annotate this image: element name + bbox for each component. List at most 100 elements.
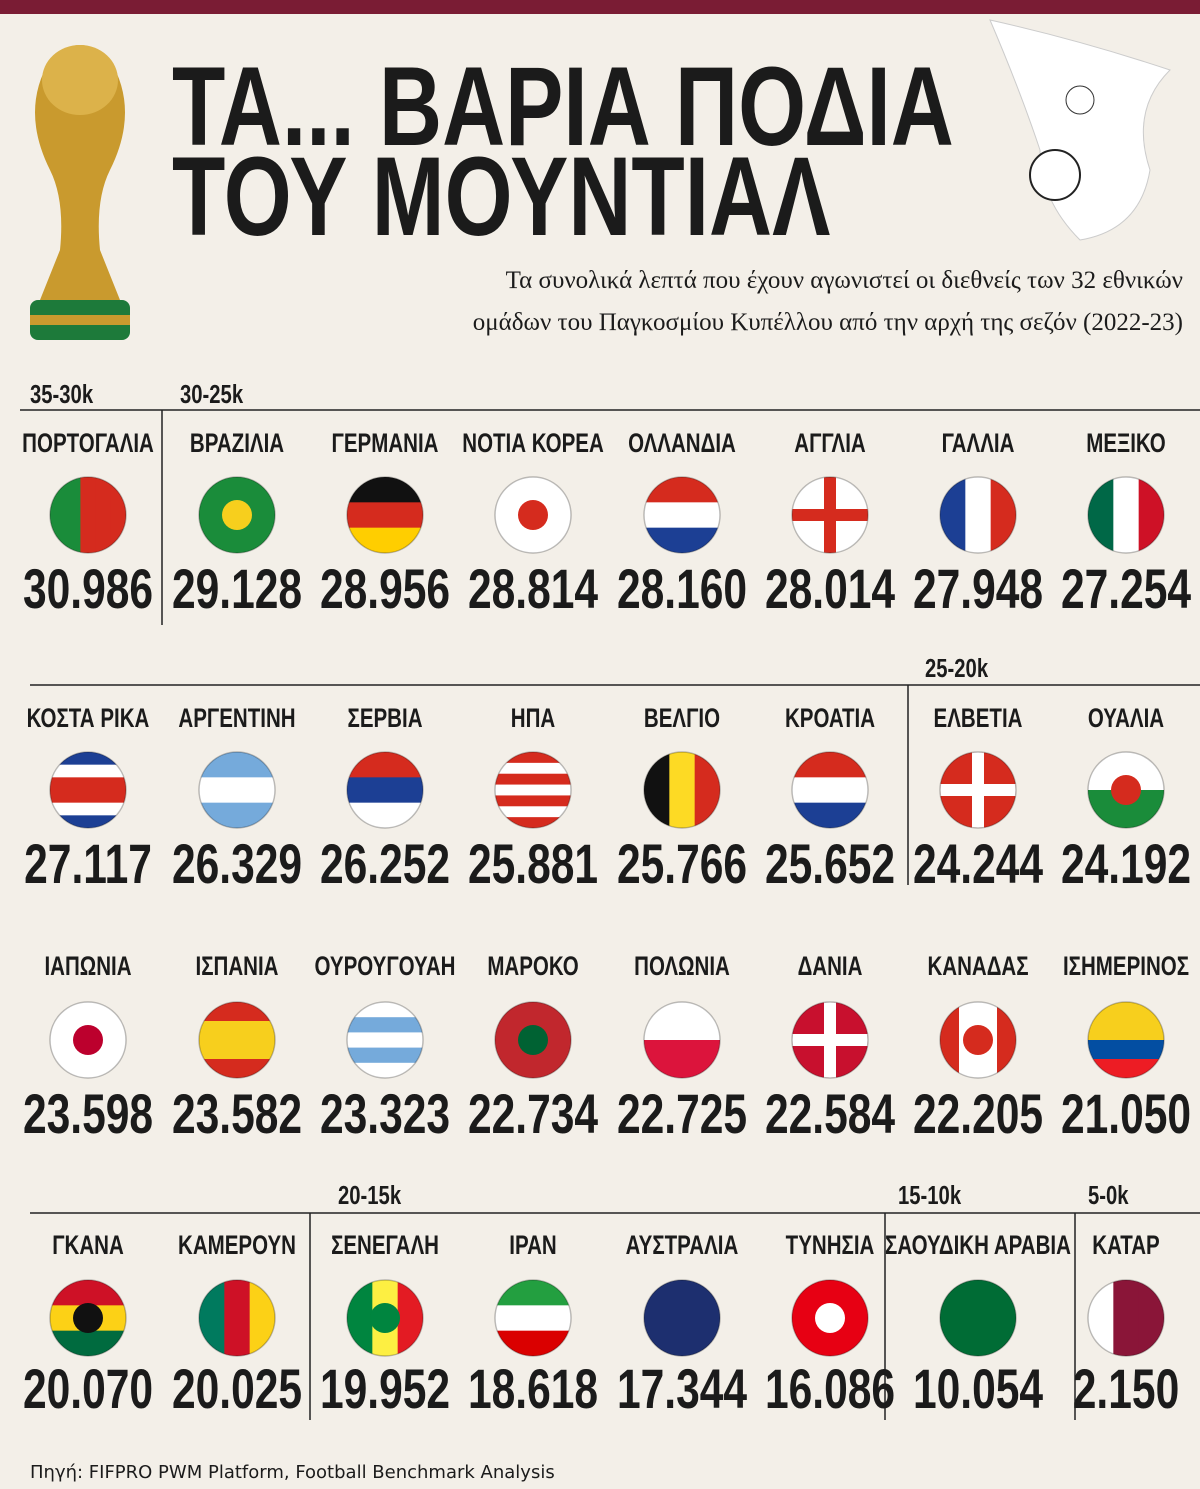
flag-stripe [1113,477,1140,553]
flag-shine [1087,751,1165,829]
team-name: ΝΟΤΙΑ ΚΟΡΕΑ [462,428,604,458]
flag-shine [643,1279,721,1357]
title-line: ΤΟΥ ΜΟΥΝΤΙΑΛ [172,135,830,260]
team-name: ΤΥΝΗΣΙΑ [786,1230,875,1260]
flag [50,752,126,828]
team-name: ΗΠΑ [511,703,555,733]
flag-shine [643,751,721,829]
flag-shine [791,1279,869,1357]
flag-stripe [347,502,423,529]
flag-stripe [95,477,112,553]
flag-stripe [199,1040,275,1060]
flag-emblem [370,1303,400,1333]
group-label: 30-25k [180,380,243,409]
flag [940,752,1016,828]
flag-cross [972,752,984,828]
flag-shine [49,1001,127,1079]
flag-shine [939,1001,1017,1079]
team-name: ΚΡΟΑΤΙΑ [785,703,875,733]
team-minutes: 20.025 [172,1357,302,1420]
subtitle-line: ομάδων του Παγκοσμίου Κυπέλλου από την α… [473,309,1183,336]
flag [495,1280,571,1356]
team-name: ΜΑΡΟΚΟ [487,951,578,981]
team-minutes: 28.014 [765,557,895,620]
flag [199,477,275,553]
flag-stripe [792,777,868,804]
team-name: ΒΡΑΖΙΛΙΑ [190,428,284,458]
flag-stripe [50,764,126,778]
team-name: ΚΑΜΕΡΟΥΝ [178,1230,296,1260]
flag-shine [494,1279,572,1357]
flag-stripe [495,773,571,786]
team-name: ΑΡΓΕΝΤΙΝΗ [178,703,295,733]
title-line: ΤΑ... ΒΑΡΙΑ ΠΟΔΙΑ [172,45,954,170]
flag-stripe [50,777,126,791]
team-name: ΟΛΛΑΝΔΙΑ [628,428,736,458]
flag [940,1280,1016,1356]
flag-stripe [347,1017,423,1033]
source: Πηγή: FIFPRO PWM Platform, Football Benc… [30,1462,555,1483]
flag-shine [643,1001,721,1079]
flag-stripe [495,784,571,796]
team-minutes: 30.986 [23,557,153,620]
flag-shine [791,476,869,554]
subtitle-line: Τα συνολικά λεπτά που έχουν αγωνιστεί οι… [506,267,1183,294]
team-minutes: 24.244 [913,832,1043,895]
team-minutes: 10.054 [913,1357,1043,1420]
flag-stripe [669,752,696,828]
flag-stripe [495,795,571,807]
team-name: ΒΕΛΓΙΟ [644,703,720,733]
flag [792,1002,868,1078]
group-labels: 35-30k 30-25k 25-20k 20-15k 15-10k 5-0k [30,380,1129,1210]
team-name: ΑΥΣΤΡΑΛΙΑ [626,1230,739,1260]
team-name: ΙΡΑΝ [509,1230,556,1260]
team-name: ΚΟΣΤΑ ΡΙΚΑ [27,703,150,733]
flag-shine [198,1279,276,1357]
flag-shine [494,476,572,554]
flag-emblem [518,1025,548,1055]
flag-stripe [80,477,97,553]
team-name: ΓΕΡΜΑΝΙΑ [332,428,439,458]
flag [644,1280,720,1356]
flag-shine [198,476,276,554]
flag-shine [346,751,424,829]
team-name: ΙΑΠΩΝΙΑ [44,951,131,981]
flag-stripe [644,502,720,529]
flag-shine [1087,476,1165,554]
flag-shine [346,1279,424,1357]
flag-stripe [940,1280,1016,1356]
mascot [989,19,1171,241]
flag-stripe [1113,1280,1140,1356]
team-name: ΠΟΡΤΟΓΑΛΙΑ [22,428,154,458]
team-minutes: 16.086 [765,1357,895,1420]
team-minutes: 19.952 [320,1357,450,1420]
team-minutes: 21.050 [1061,1082,1191,1145]
team-name: ΣΑΟΥΔΙΚΗ ΑΡΑΒΙΑ [885,1230,1071,1260]
flag-stripe [495,806,571,818]
flag-shine [346,476,424,554]
team-name: ΟΥΡΟΥΓΟΥΑΗ [315,951,456,981]
flag-shine [49,476,127,554]
flag [792,1280,868,1356]
flag-shine [198,1001,276,1079]
flag-stripe [965,477,992,553]
group-label: 5-0k [1088,1181,1129,1210]
team-name: ΙΣΠΑΝΙΑ [196,951,279,981]
flag-shine [939,751,1017,829]
team-minutes: 25.652 [765,832,895,895]
team-minutes: 27.254 [1061,557,1191,620]
team-minutes: 27.117 [24,832,152,895]
flag-shine [791,1001,869,1079]
flag-shine [939,476,1017,554]
flag-stripe [495,817,571,828]
flag-shine [346,1001,424,1079]
team-minutes: 22.205 [913,1082,1043,1145]
separators [20,409,1200,1420]
flag-stripe [199,777,275,804]
flag-emblem [1111,775,1141,805]
flag [50,1002,126,1078]
flag-emblem [222,500,252,530]
team-name: ΠΟΛΩΝΙΑ [634,951,730,981]
